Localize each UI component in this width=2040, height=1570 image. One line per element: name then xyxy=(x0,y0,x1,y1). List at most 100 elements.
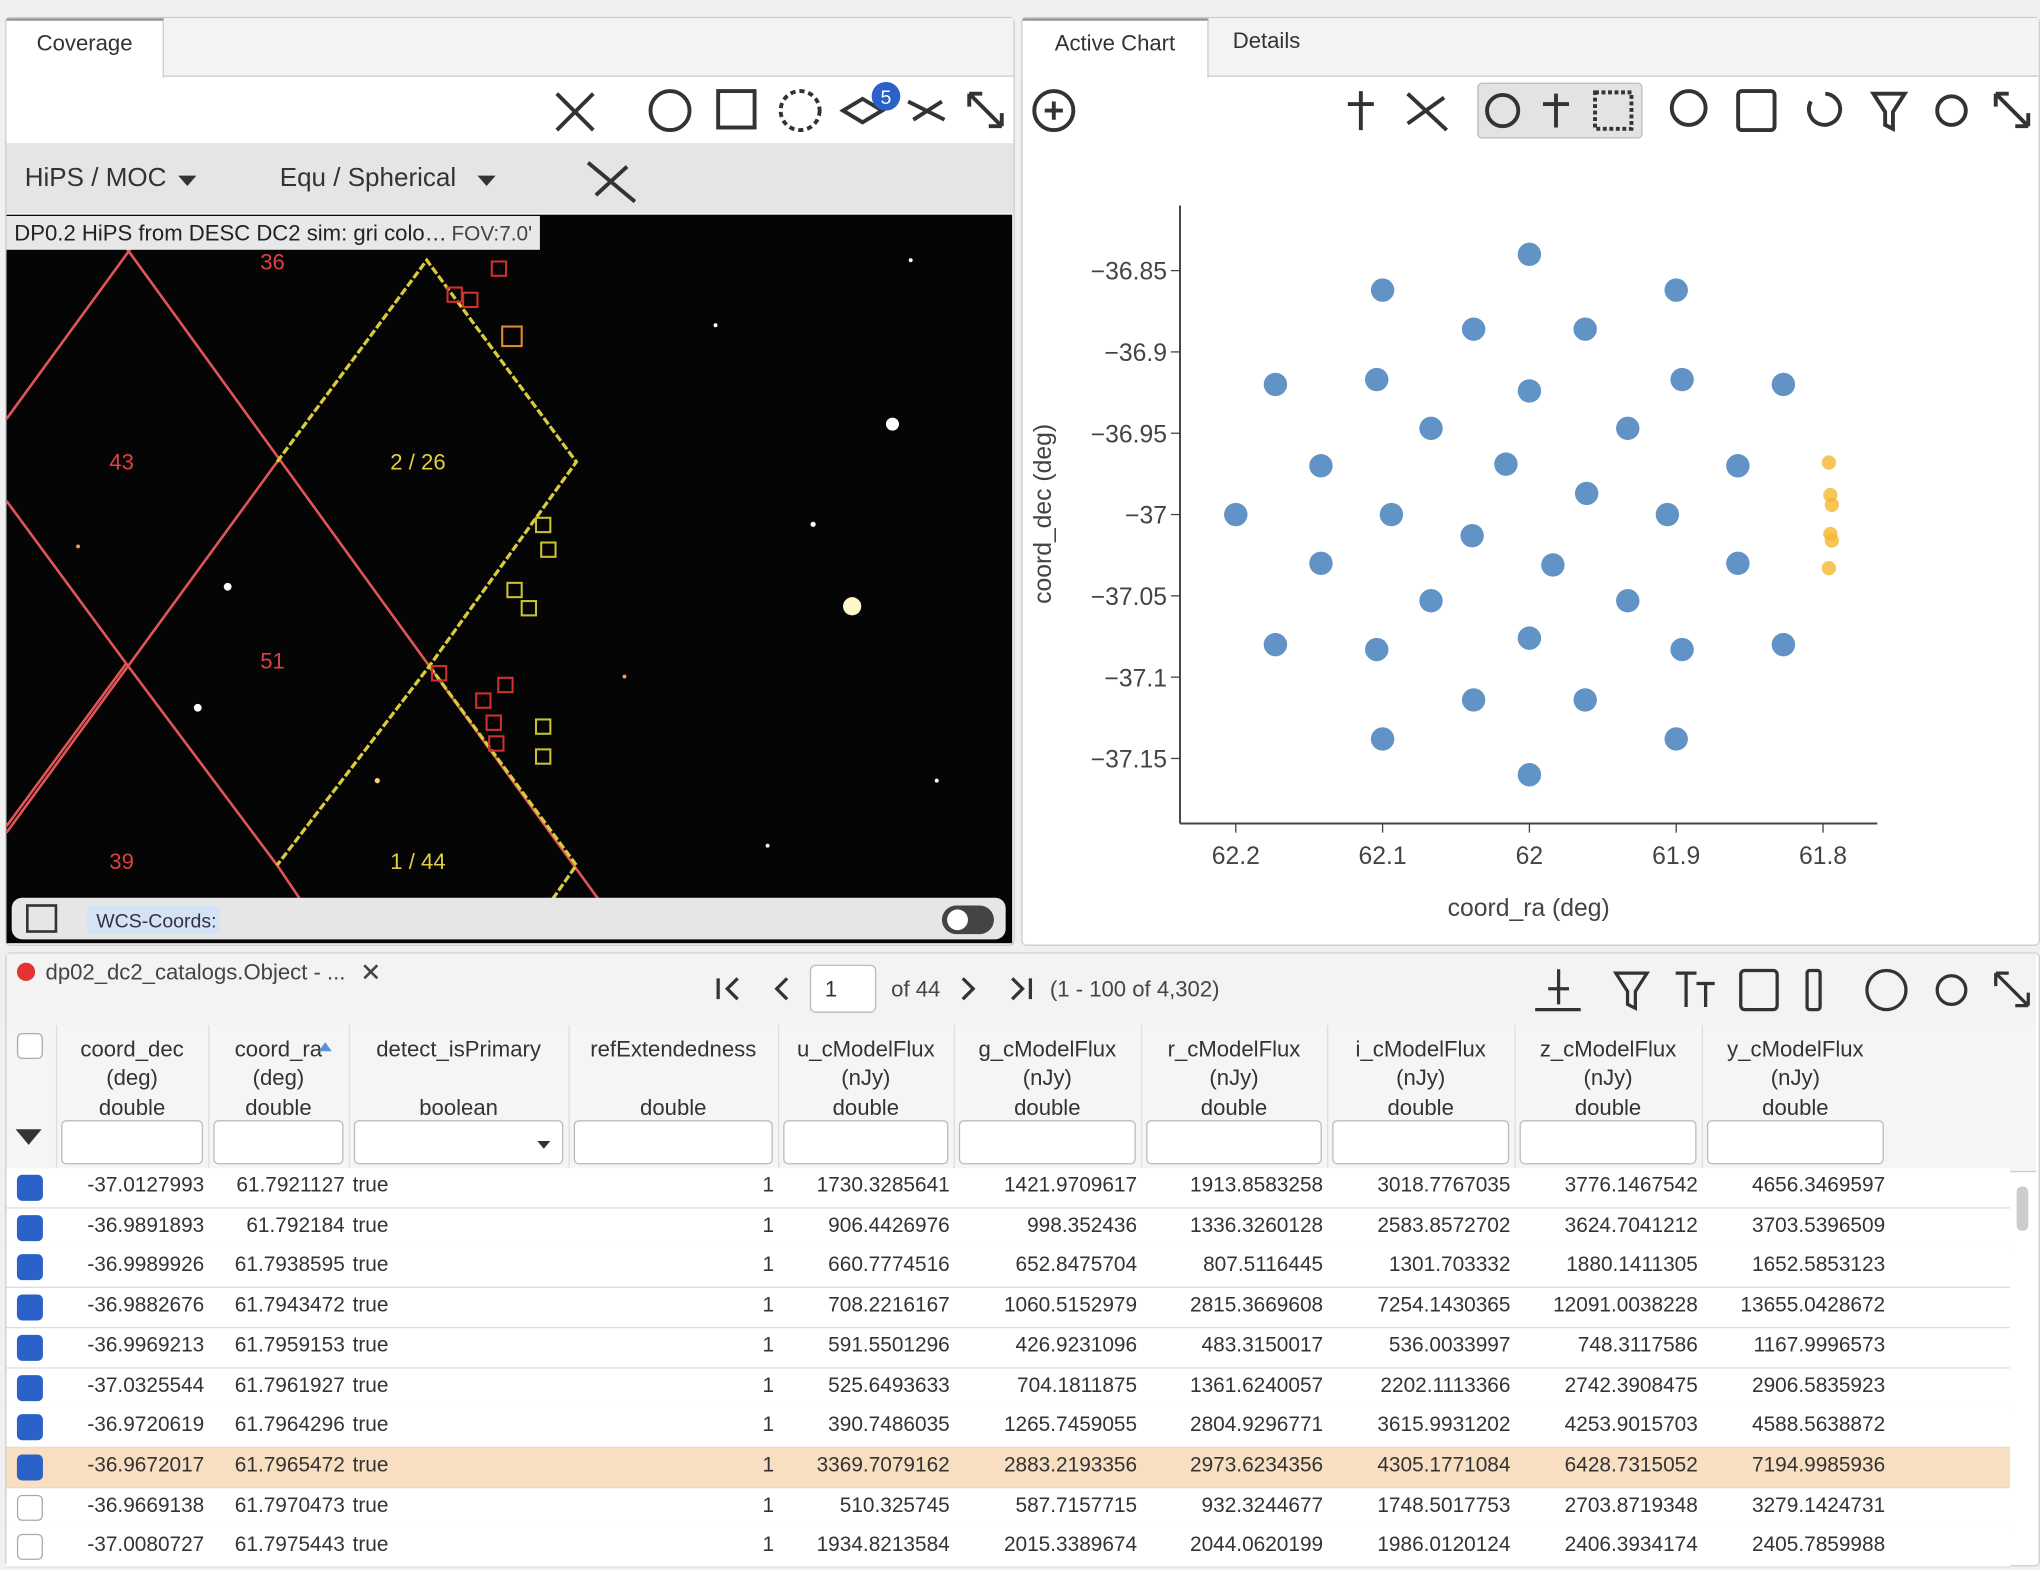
row-checkbox[interactable] xyxy=(17,1255,43,1281)
table-cell: 1421.9709617 xyxy=(954,1175,1141,1198)
column-filter[interactable] xyxy=(1332,1120,1509,1164)
column-filter[interactable] xyxy=(213,1120,343,1164)
column-type: double xyxy=(569,1094,778,1123)
table-cell: 61.7970473 xyxy=(208,1494,349,1517)
select-all[interactable] xyxy=(17,1033,43,1059)
table-cell: 12091.0038228 xyxy=(1514,1295,1701,1318)
row-checkbox[interactable] xyxy=(17,1215,43,1241)
row-checkbox[interactable] xyxy=(17,1534,43,1560)
table-cell: 4305.1771084 xyxy=(1327,1454,1514,1477)
table-cell: 61.7938595 xyxy=(208,1255,349,1278)
filter-toggle[interactable] xyxy=(16,1129,42,1145)
column-name[interactable]: u_cModelFlux xyxy=(778,1036,954,1065)
table-cell: 704.1811875 xyxy=(954,1375,1141,1398)
row-checkbox[interactable] xyxy=(17,1414,43,1440)
table-cell: 2044.0620199 xyxy=(1141,1534,1327,1557)
table-cell: 1 xyxy=(569,1494,778,1517)
boolean-filter-arrow[interactable] xyxy=(537,1141,550,1149)
column-name[interactable]: coord_dec xyxy=(56,1036,208,1065)
table-cell: 3615.9931202 xyxy=(1327,1414,1514,1437)
table-cell: 61.7921127 xyxy=(208,1175,349,1198)
table-cell: 7194.9985936 xyxy=(1702,1454,1889,1477)
column-name[interactable]: refExtendedness xyxy=(569,1036,778,1065)
table-cell: true xyxy=(349,1175,569,1198)
table-cell: 2405.7859988 xyxy=(1702,1534,1889,1557)
table-cell: true xyxy=(349,1534,569,1557)
column-name[interactable]: r_cModelFlux xyxy=(1141,1036,1327,1065)
table-cell: 2015.3389674 xyxy=(954,1534,1141,1557)
column-name[interactable]: y_cModelFlux xyxy=(1702,1036,1889,1065)
column-type: double xyxy=(1141,1094,1327,1123)
table-cell: 4656.3469597 xyxy=(1702,1175,1889,1198)
column-name[interactable]: z_cModelFlux xyxy=(1514,1036,1701,1065)
table-cell: true xyxy=(349,1295,569,1318)
table-cell: 1 xyxy=(569,1255,778,1278)
column-name[interactable]: g_cModelFlux xyxy=(954,1036,1141,1065)
row-checkbox[interactable] xyxy=(17,1375,43,1401)
table-cell: 1 xyxy=(569,1454,778,1477)
table-cell: true xyxy=(349,1454,569,1477)
table-cell: -37.0325544 xyxy=(56,1375,208,1398)
table-cell: 998.352436 xyxy=(954,1215,1141,1238)
table-cell: 2883.2193356 xyxy=(954,1454,1141,1477)
row-checkbox[interactable] xyxy=(17,1454,43,1480)
table-cell: 426.9231096 xyxy=(954,1335,1141,1358)
table-cell: 2202.1113366 xyxy=(1327,1375,1514,1398)
column-filter[interactable] xyxy=(354,1120,563,1164)
column-filter[interactable] xyxy=(61,1120,203,1164)
table-cell: 2906.5835923 xyxy=(1702,1375,1889,1398)
row-checkbox[interactable] xyxy=(17,1295,43,1321)
table-cell: 7254.1430365 xyxy=(1327,1295,1514,1318)
table-cell: 61.7959153 xyxy=(208,1335,349,1358)
table-cell: 1060.5152979 xyxy=(954,1295,1141,1318)
table-cell: 1 xyxy=(569,1175,778,1198)
table-cell: -37.0127993 xyxy=(56,1175,208,1198)
table-cell: 1336.3260128 xyxy=(1141,1215,1327,1238)
column-filter[interactable] xyxy=(1146,1120,1322,1164)
table-cell: -36.9969213 xyxy=(56,1335,208,1358)
row-checkbox[interactable] xyxy=(17,1175,43,1201)
column-type: double xyxy=(56,1094,208,1123)
row-checkbox[interactable] xyxy=(17,1494,43,1520)
table-cell: 1301.703332 xyxy=(1327,1255,1514,1278)
column-filter[interactable] xyxy=(959,1120,1136,1164)
column-filter[interactable] xyxy=(1520,1120,1697,1164)
table-cell: 591.5501296 xyxy=(778,1335,954,1358)
table-cell: -36.9989926 xyxy=(56,1255,208,1278)
table-cell: true xyxy=(349,1255,569,1278)
table-cell: 61.792184 xyxy=(208,1215,349,1238)
table-cell: 1 xyxy=(569,1375,778,1398)
column-unit: (nJy) xyxy=(778,1064,954,1093)
table-cell: 525.6493633 xyxy=(778,1375,954,1398)
table-cell: 2703.8719348 xyxy=(1514,1494,1701,1517)
column-unit: (deg) xyxy=(208,1064,349,1093)
column-type: double xyxy=(208,1094,349,1123)
column-type: boolean xyxy=(349,1094,569,1123)
column-type: double xyxy=(1327,1094,1514,1123)
column-filter[interactable] xyxy=(574,1120,773,1164)
table-cell: 652.8475704 xyxy=(954,1255,1141,1278)
table-cell: 1 xyxy=(569,1335,778,1358)
table-cell: 587.7157715 xyxy=(954,1494,1141,1517)
column-name[interactable]: detect_isPrimary xyxy=(349,1036,569,1065)
table-cell: 13655.0428672 xyxy=(1702,1295,1889,1318)
table-cell: 2583.8572702 xyxy=(1327,1215,1514,1238)
table-cell: 6428.7315052 xyxy=(1514,1454,1701,1477)
column-unit: (nJy) xyxy=(954,1064,1141,1093)
column-filter[interactable] xyxy=(1707,1120,1884,1164)
table-cell: 2973.6234356 xyxy=(1141,1454,1327,1477)
row-checkbox[interactable] xyxy=(17,1335,43,1361)
column-unit: (nJy) xyxy=(1141,1064,1327,1093)
column-name[interactable]: i_cModelFlux xyxy=(1327,1036,1514,1065)
sort-indicator[interactable] xyxy=(319,1042,332,1051)
table-cell: 1 xyxy=(569,1215,778,1238)
table-cell: 748.3117586 xyxy=(1514,1335,1701,1358)
table-cell: -36.9720619 xyxy=(56,1414,208,1437)
column-unit: (nJy) xyxy=(1702,1064,1889,1093)
column-filter[interactable] xyxy=(783,1120,948,1164)
table-cell: 2804.9296771 xyxy=(1141,1414,1327,1437)
table-cell: 536.0033997 xyxy=(1327,1335,1514,1358)
table-cell: true xyxy=(349,1414,569,1437)
table-cell: -37.0080727 xyxy=(56,1534,208,1557)
